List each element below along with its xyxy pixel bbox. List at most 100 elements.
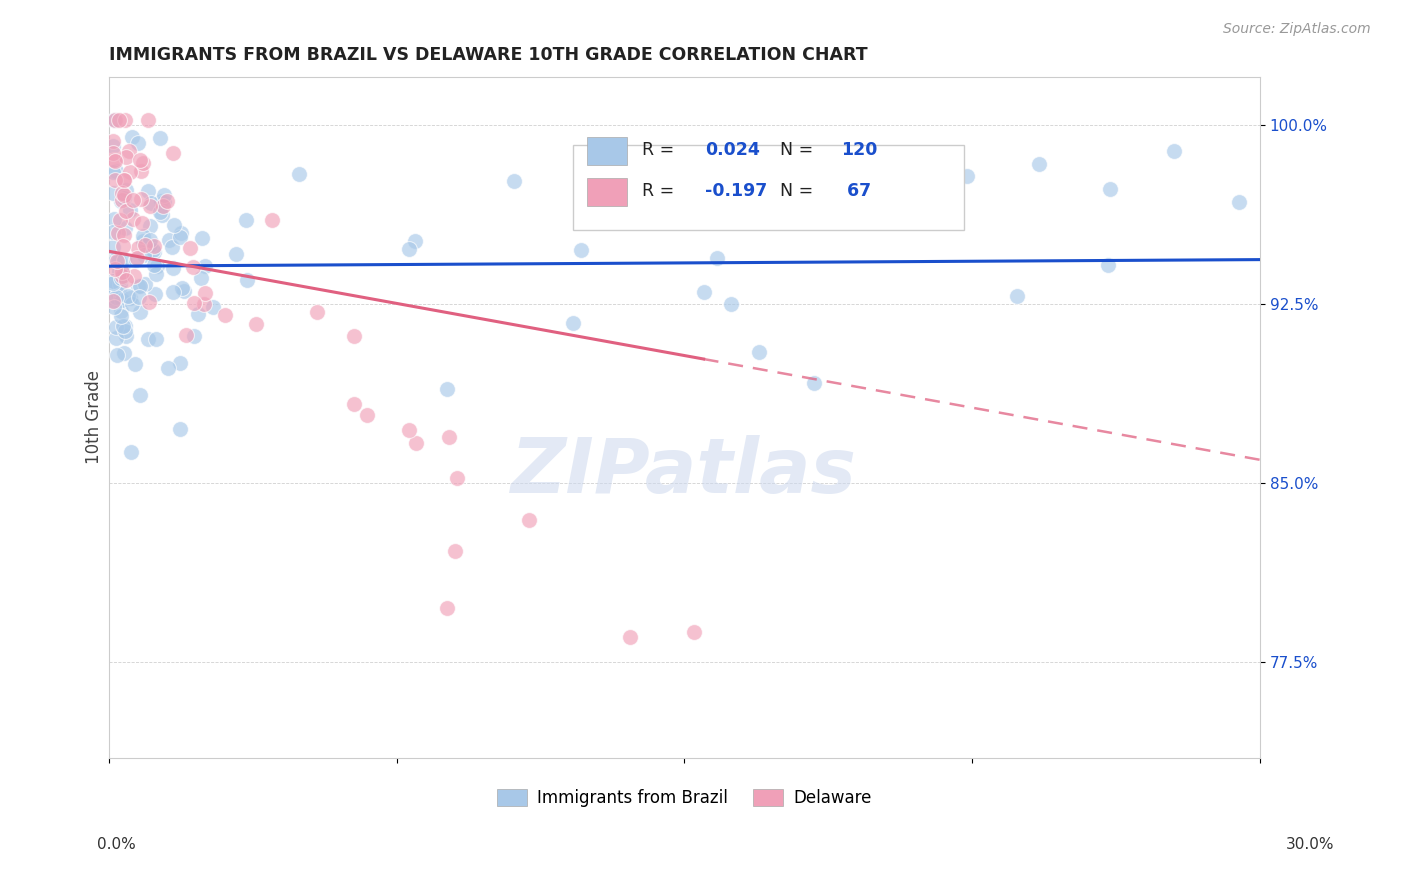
FancyBboxPatch shape [586,178,627,206]
Point [134,277,156,292]
Point [174,328,197,343]
Text: -0.197: -0.197 [706,182,768,200]
Point [122,194,145,208]
Point [111,265,134,279]
Point [720,297,742,311]
Point [405,436,427,450]
Point [398,242,420,256]
Point [183,328,205,343]
Point [101,165,124,179]
Point [1227,195,1250,210]
Point [112,227,135,242]
Point [105,320,128,334]
Point [404,235,426,249]
Point [179,241,201,255]
Text: N =: N = [780,182,818,200]
Point [693,285,716,299]
Point [173,284,195,298]
Point [139,238,162,252]
Point [107,253,129,268]
Point [110,194,132,209]
Point [101,225,124,239]
Point [138,294,160,309]
Point [502,173,524,187]
Text: R =: R = [643,142,679,160]
Point [111,293,134,308]
Point [129,193,152,207]
Point [150,208,173,222]
Point [127,241,149,255]
Point [111,194,134,208]
Point [149,130,172,145]
Point [112,191,135,205]
Point [191,231,214,245]
Point [245,317,267,331]
Point [619,630,641,644]
Point [163,219,186,233]
Point [143,287,166,301]
Point [105,330,128,344]
Text: N =: N = [780,142,818,160]
Point [169,421,191,435]
Point [136,184,159,198]
Point [121,297,143,311]
Point [112,238,135,252]
Point [187,307,209,321]
Point [194,259,217,273]
Point [139,233,162,247]
Point [104,262,127,277]
Point [114,203,136,218]
Point [108,112,131,127]
Point [169,356,191,370]
Point [398,423,420,437]
Point [236,272,259,286]
Point [142,258,165,272]
Point [103,112,125,127]
Point [103,153,125,168]
Point [115,151,138,165]
Point [131,216,153,230]
Text: 120: 120 [841,142,877,160]
Point [152,199,174,213]
Point [127,136,149,151]
Point [128,290,150,304]
Point [262,213,284,227]
Point [103,282,125,296]
Point [118,145,141,159]
Point [120,445,142,459]
Point [114,324,136,338]
Point [121,129,143,144]
Legend: Immigrants from Brazil, Delaware: Immigrants from Brazil, Delaware [491,782,879,814]
Point [124,357,146,371]
Point [101,293,124,308]
Point [143,245,166,260]
Point [103,212,125,227]
Point [437,430,460,444]
Point [108,277,131,292]
Point [145,259,167,273]
Point [202,300,225,314]
Point [214,308,236,322]
Point [101,134,124,148]
Point [683,624,706,639]
Point [105,348,128,362]
Point [134,248,156,262]
Point [101,274,124,288]
Text: ZIPatlas: ZIPatlas [512,434,858,508]
Point [114,318,136,333]
Point [569,243,592,257]
Point [193,297,215,311]
Point [111,319,134,334]
Point [190,271,212,285]
Point [112,173,135,187]
Point [107,226,129,240]
Point [343,329,366,343]
Point [1005,289,1028,303]
Point [706,251,728,265]
Point [145,332,167,346]
Point [107,283,129,297]
Point [235,213,257,227]
Point [129,388,152,402]
Point [108,213,131,227]
Text: 0.0%: 0.0% [97,838,136,852]
